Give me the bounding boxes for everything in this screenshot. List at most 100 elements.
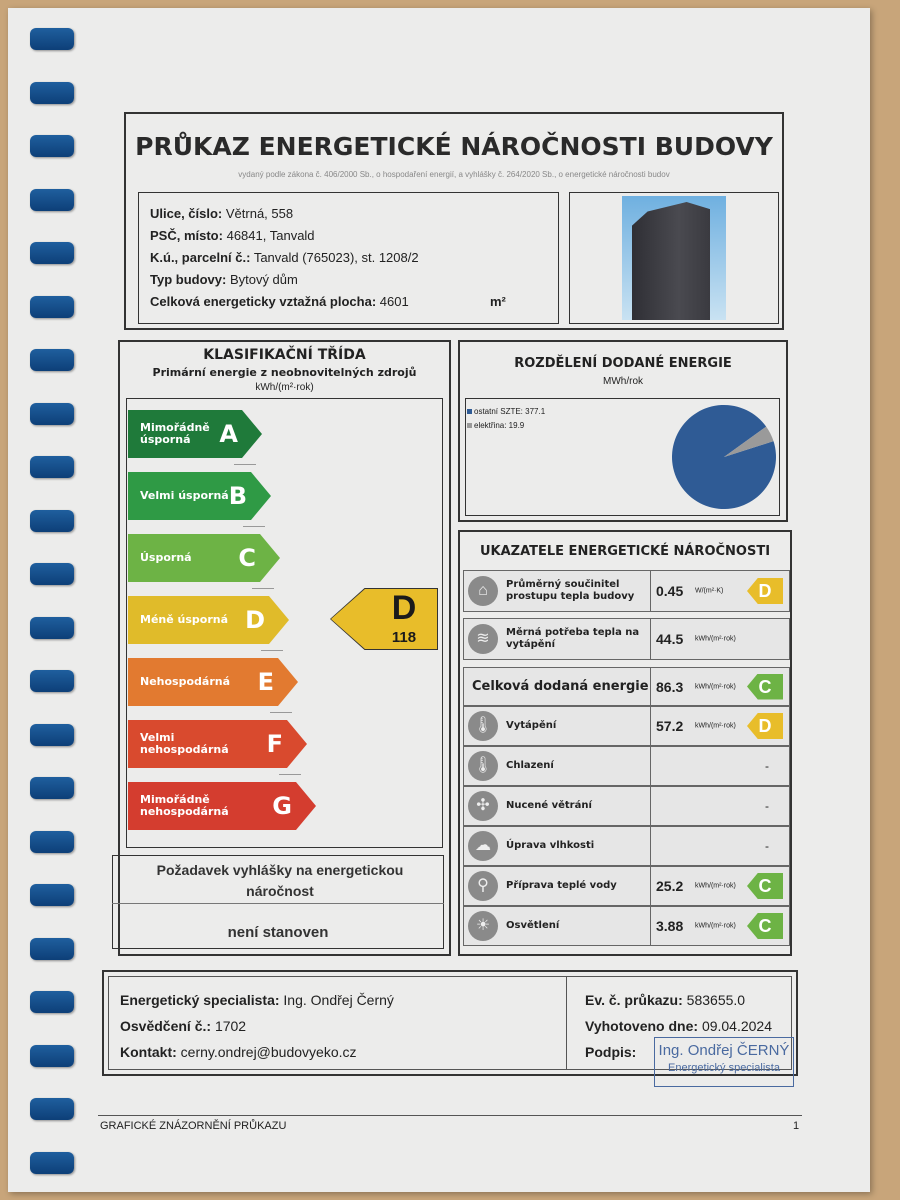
legend-item: ostatní SZTE: 377.1 bbox=[467, 405, 545, 419]
threshold-arrow bbox=[279, 774, 301, 775]
thermometer-minus-icon: 🌡 bbox=[468, 751, 498, 781]
threshold-arrow bbox=[234, 464, 256, 465]
class-label: Velmi úsporná bbox=[140, 489, 229, 502]
class-letter: B bbox=[228, 482, 247, 510]
scale-box bbox=[126, 398, 443, 848]
indicator-value: 57.2 bbox=[656, 718, 684, 734]
threshold-arrow bbox=[270, 712, 292, 713]
info-value: 46841, Tanvald bbox=[226, 228, 315, 243]
distribution-panel bbox=[458, 340, 788, 522]
binding-ring bbox=[30, 242, 74, 264]
footer-rule bbox=[98, 1115, 802, 1116]
indicator-unit: kWh/(m²·rok) bbox=[695, 722, 736, 730]
class-bar-f: Velmi nehospodárná F bbox=[128, 720, 307, 768]
indicator-unit: kWh/(m²·rok) bbox=[695, 683, 736, 690]
indicator-row: ☁ Úprava vlhkosti - bbox=[463, 826, 790, 866]
binding-ring bbox=[30, 456, 74, 478]
distribution-unit: MWh/rok bbox=[603, 376, 643, 387]
class-bar-c: Úsporná C bbox=[128, 534, 280, 582]
header-box bbox=[124, 112, 784, 330]
class-bar-d: Méně úsporná D bbox=[128, 596, 289, 644]
binding-ring bbox=[30, 777, 74, 799]
binding-ring bbox=[30, 1151, 74, 1174]
info-line: Typ budovy: Bytový dům bbox=[150, 272, 298, 287]
binding-ring bbox=[30, 135, 74, 157]
class-badge: C bbox=[747, 913, 783, 939]
binding-ring bbox=[30, 349, 74, 371]
indicator-name: Příprava teplé vody bbox=[506, 880, 617, 891]
indicator-row: Celková dodaná energie 86.3 kWh/(m²·rok) C bbox=[463, 667, 790, 706]
page-title: PRŮKAZ ENERGETICKÉ NÁROČNOSTI BUDOVY bbox=[135, 132, 773, 161]
distribution-chart-box bbox=[465, 398, 780, 516]
indicator-name: Osvětlení bbox=[506, 920, 560, 931]
not-applicable: - bbox=[765, 799, 769, 813]
class-badge: C bbox=[747, 673, 783, 700]
date-label: Vyhotoveno dne: bbox=[585, 1018, 699, 1034]
binding-ring bbox=[30, 884, 74, 906]
indicator-name: Celková dodaná energie bbox=[472, 678, 649, 694]
indicator-value: 0.45 bbox=[656, 583, 684, 599]
page-subtitle: vydaný podle zákona č. 406/2000 Sb., o h… bbox=[238, 170, 670, 179]
page-footer-text: GRAFICKÉ ZNÁZORNĚNÍ PRŮKAZU bbox=[100, 1120, 287, 1132]
distribution-title: ROZDĚLENÍ DODANÉ ENERGIE bbox=[514, 356, 732, 371]
pie-legend: ostatní SZTE: 377.1 elektřina: 19.9 bbox=[467, 405, 545, 433]
class-bar-g: Mimořádně nehospodárná G bbox=[128, 782, 316, 830]
indicator-value: 3.88 bbox=[656, 918, 684, 934]
info-label: Typ budovy: bbox=[150, 272, 227, 287]
indicators-panel bbox=[458, 530, 792, 956]
info-value: 4601 bbox=[379, 294, 409, 309]
signature-label: Podpis: bbox=[585, 1044, 637, 1060]
requirement-box bbox=[112, 855, 444, 949]
info-line: Ulice, číslo: Větrná, 558 bbox=[150, 206, 293, 221]
info-value: Tanvald (765023), st. 1208/2 bbox=[253, 250, 419, 265]
binding-ring bbox=[30, 563, 74, 585]
ev-label: Ev. č. průkazu: bbox=[585, 992, 683, 1008]
building-photo bbox=[622, 196, 726, 320]
tap-icon: ⚲ bbox=[468, 871, 498, 901]
photo-box bbox=[569, 192, 779, 324]
info-label: PSČ, místo: bbox=[150, 228, 223, 243]
requirement-value: není stanoven bbox=[227, 924, 329, 941]
indicator-unit: kWh/(m²·rok) bbox=[695, 635, 736, 643]
threshold-arrow bbox=[243, 526, 265, 527]
humidity-icon: ☁ bbox=[468, 831, 498, 861]
indicator-unit: kWh/(m²·rok) bbox=[695, 882, 736, 890]
indicator-name: Chlazení bbox=[506, 760, 554, 771]
fan-icon: ✣ bbox=[468, 791, 498, 821]
indicator-name: Vytápění bbox=[506, 720, 557, 731]
indicator-row: ≋ Měrná potřeba tepla na vytápění 44.5 kWh/… bbox=[463, 618, 790, 660]
class-label: Úsporná bbox=[140, 551, 192, 564]
class-letter: G bbox=[272, 792, 292, 820]
class-letter: E bbox=[257, 668, 274, 696]
indicator-row: 🌡 Vytápění 57.2 kWh/(m²·rok) D bbox=[463, 706, 790, 746]
specialist-box bbox=[102, 970, 798, 1076]
certificate-number: 1702 bbox=[214, 1018, 247, 1034]
page-number: 1 bbox=[793, 1120, 800, 1132]
class-bar-a: Mimořádně úsporná A bbox=[128, 410, 262, 458]
contact-label: Kontakt: bbox=[120, 1044, 177, 1060]
class-badge: C bbox=[747, 873, 783, 899]
binding-ring bbox=[30, 991, 74, 1013]
indicator-value: 86.3 bbox=[656, 678, 684, 695]
binding-ring bbox=[30, 723, 74, 746]
binding-ring bbox=[30, 509, 74, 532]
indicator-name: Měrná potřeba tepla na vytápění bbox=[506, 627, 640, 650]
signature-stamp: Ing. Ondřej ČERNÝ Energetický specialist… bbox=[654, 1037, 794, 1087]
divider bbox=[112, 903, 444, 904]
binding-ring bbox=[30, 295, 74, 318]
house-icon: ⌂ bbox=[468, 576, 498, 606]
info-value: Bytový dům bbox=[229, 272, 298, 287]
info-line: PSČ, místo: 46841, Tanvald bbox=[150, 228, 315, 243]
indicators-title: UKAZATELE ENERGETICKÉ NÁROČNOSTI bbox=[479, 544, 771, 559]
ev-number: 583655.0 bbox=[686, 992, 746, 1008]
classification-subtitle: Primární energie z neobnovitelných zdroj… bbox=[152, 366, 417, 379]
class-letter: A bbox=[219, 420, 238, 448]
class-badge: D bbox=[747, 578, 783, 604]
binding-ring bbox=[30, 1044, 74, 1067]
indicator-name: Průměrný součinitel prostupu tepla budov… bbox=[506, 579, 635, 602]
stamp-role: Energetický specialista bbox=[668, 1062, 780, 1074]
class-label: Mimořádně nehospodárná bbox=[140, 793, 229, 818]
info-box bbox=[138, 192, 559, 324]
light-bulb-icon: ☀ bbox=[468, 911, 498, 941]
class-label: Méně úsporná bbox=[140, 613, 229, 626]
